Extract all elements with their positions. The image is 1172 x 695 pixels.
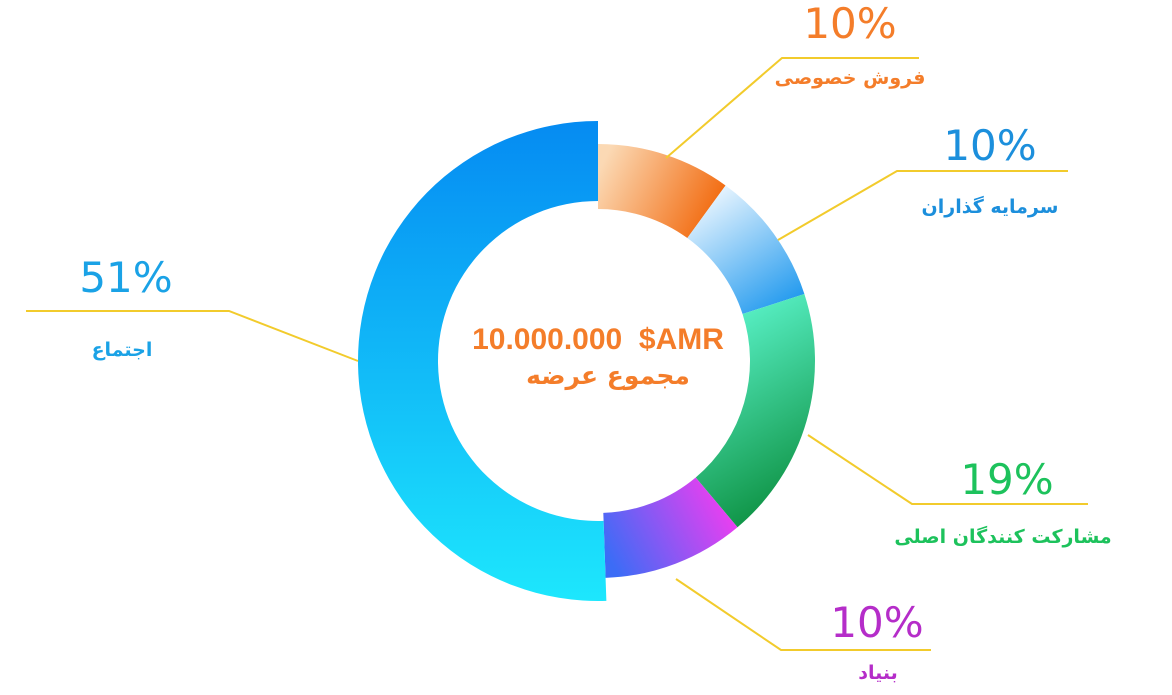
slice-percent-1: 10% [803, 0, 896, 48]
leaders-layer [26, 57, 1088, 651]
center-label: مجموع عرضه [526, 361, 690, 391]
slice-3 [695, 293, 815, 528]
slice-4 [603, 477, 738, 578]
leader-line-3 [807, 434, 1088, 505]
labels-layer: 10% فروش خصوصی 10% سرمایه گذاران 19% مشارکت ک… [79, 0, 1111, 684]
slices-layer [358, 121, 815, 601]
slice-label-1: فروش خصوصی [775, 67, 926, 89]
leader-line-2 [777, 170, 1068, 241]
slice-label-5: اجتماع [92, 339, 153, 361]
leader-line-1 [665, 57, 919, 159]
slice-percent-3: 19% [960, 455, 1053, 504]
slice-label-4: بنیاد [858, 662, 898, 684]
slice-1 [598, 144, 726, 239]
slice-label-2: سرمایه گذاران [922, 195, 1059, 218]
center-amount: 10.000.000 $AMR [472, 323, 724, 356]
slice-label-3: مشارکت کنندگان اصلی [894, 525, 1111, 548]
slice-5 [358, 121, 607, 601]
slice-2 [687, 185, 805, 315]
leader-line-4 [675, 578, 931, 651]
leader-line-5 [26, 310, 359, 362]
slice-percent-5: 51% [79, 253, 172, 302]
slice-percent-2: 10% [943, 121, 1036, 170]
slice-percent-4: 10% [830, 598, 923, 647]
